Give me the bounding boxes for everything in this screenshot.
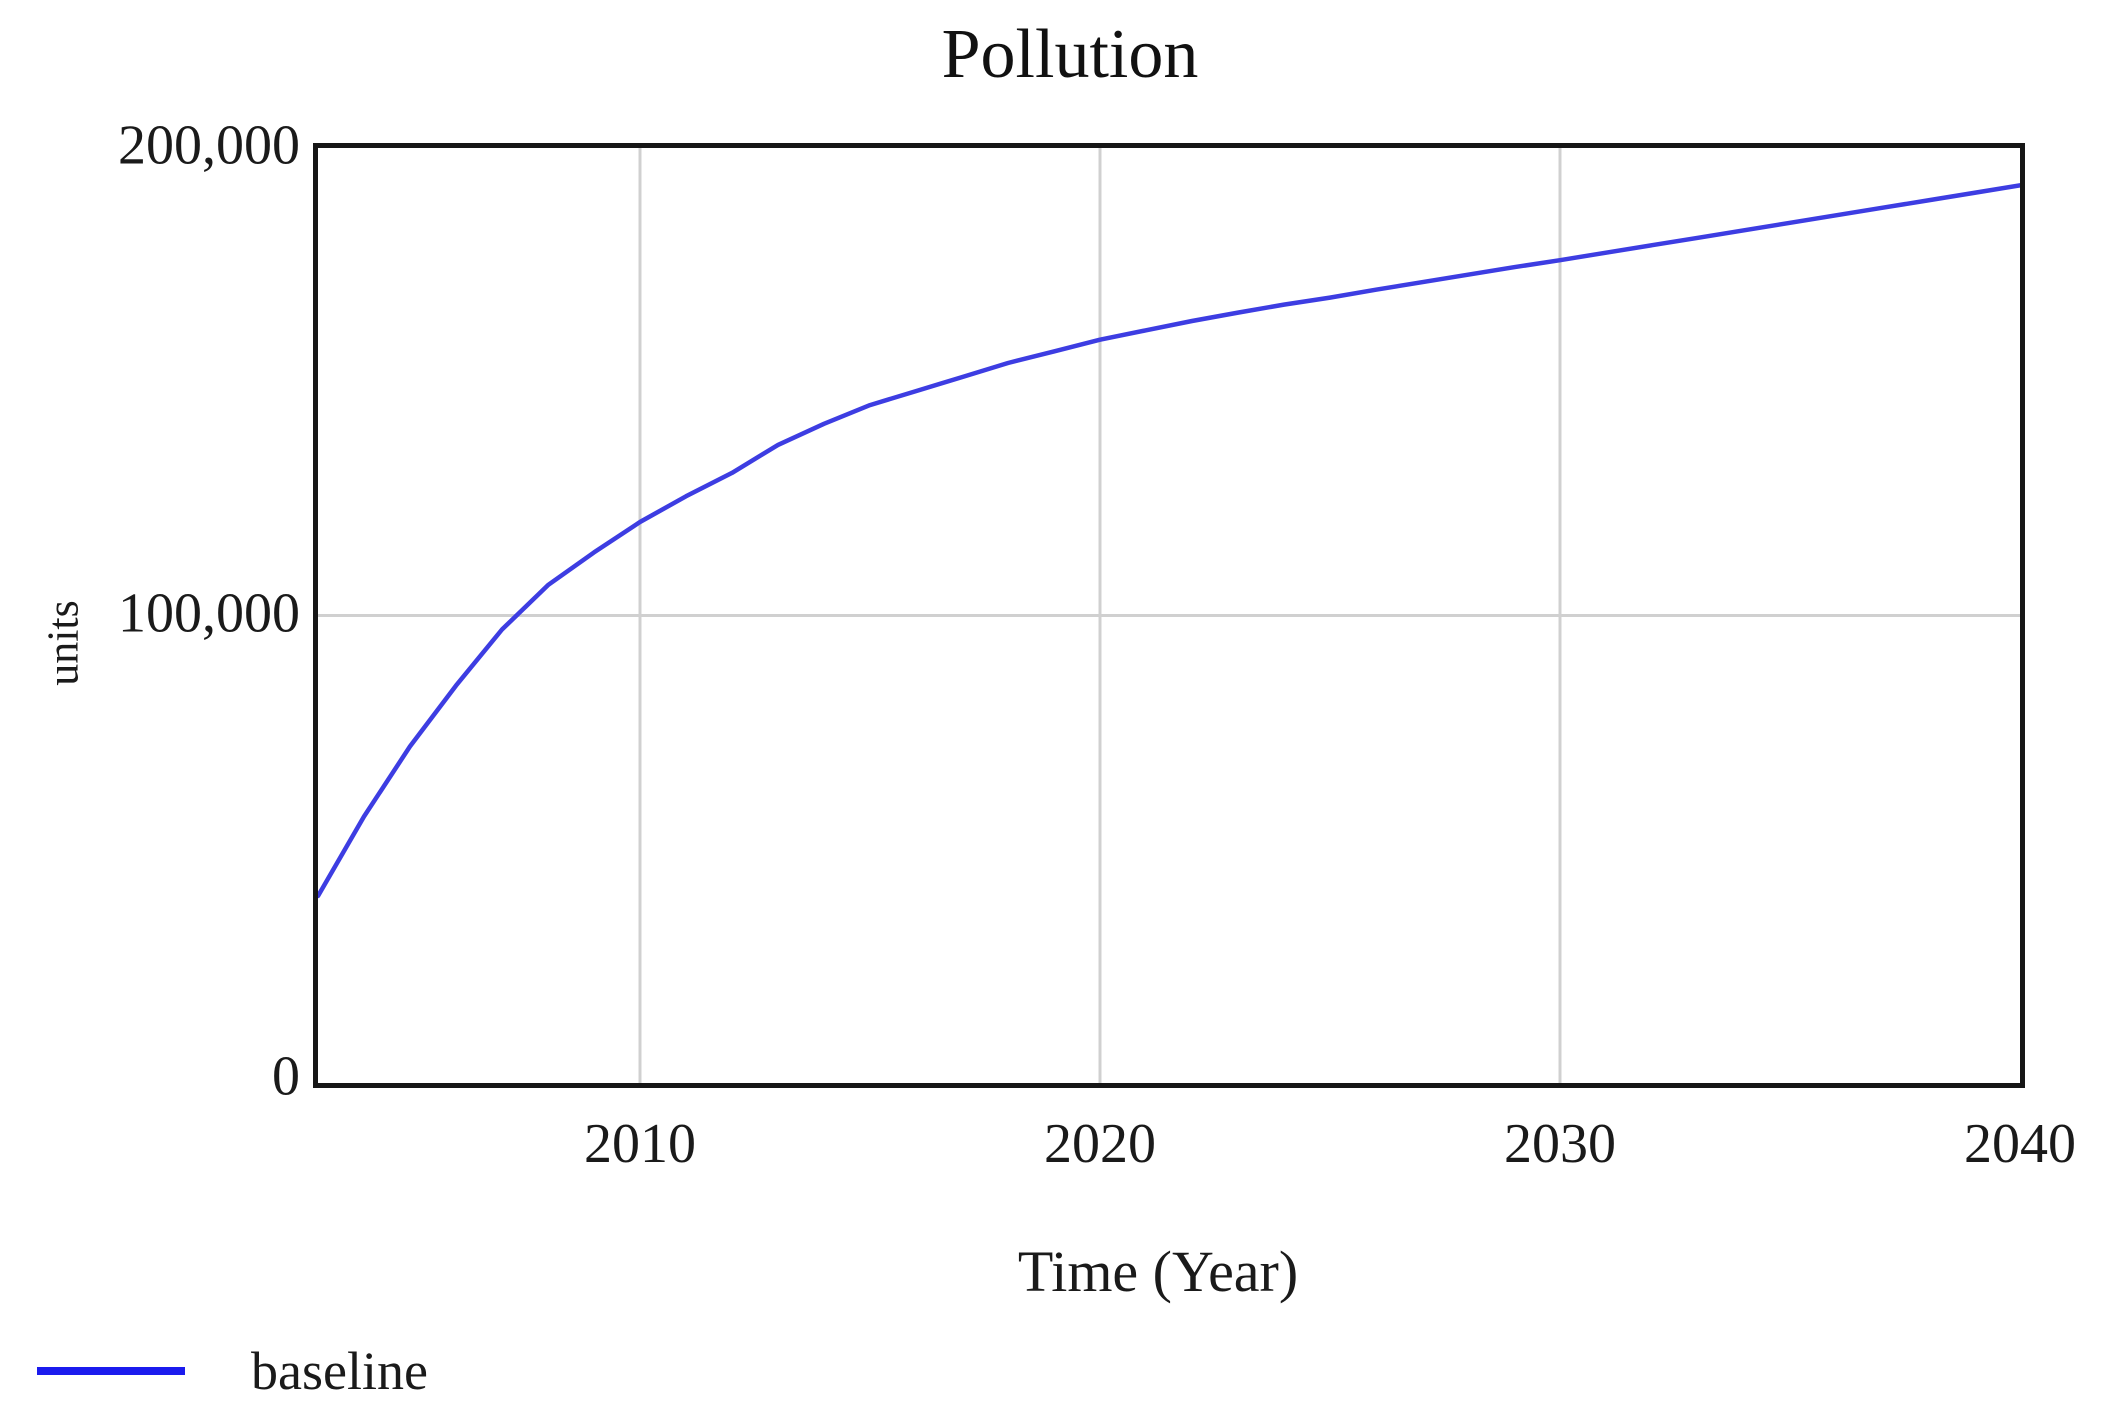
legend-line-baseline xyxy=(37,1367,185,1375)
plot-area xyxy=(313,143,2025,1088)
line-chart-svg xyxy=(318,148,2020,1083)
x-tick-label-2020: 2020 xyxy=(1044,1113,1156,1175)
y-tick-label-200000: 200,000 xyxy=(118,114,300,177)
x-tick-label-2030: 2030 xyxy=(1504,1113,1616,1175)
series-line-baseline xyxy=(318,183,2020,899)
y-tick-label-0: 0 xyxy=(272,1045,300,1108)
legend: baseline xyxy=(37,1336,428,1406)
x-axis-label: Time (Year) xyxy=(1017,1239,1299,1304)
y-tick-label-100000: 100,000 xyxy=(118,582,300,645)
x-tick-label-2010: 2010 xyxy=(584,1113,696,1175)
chart-title: Pollution xyxy=(941,16,1199,93)
legend-label-baseline: baseline xyxy=(251,1341,428,1401)
x-tick-label-2040: 2040 xyxy=(1964,1113,2076,1175)
